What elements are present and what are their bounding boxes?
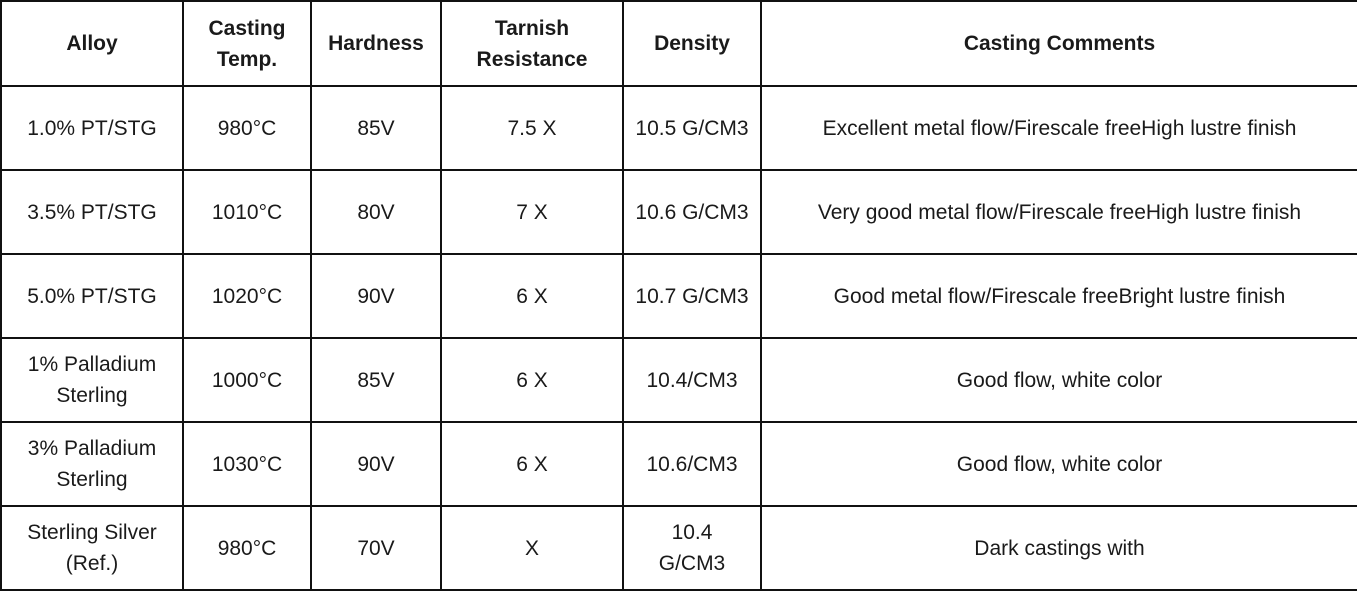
- cell-casting-comments: Good flow, white color: [760, 337, 1357, 423]
- cell-casting-temp: 1020°C: [182, 253, 312, 339]
- cell-tarnish-resistance: 6 X: [440, 253, 624, 339]
- cell-casting-temp: 980°C: [182, 505, 312, 591]
- cell-alloy: 1% Palladium Sterling: [0, 337, 184, 423]
- header-casting-comments: Casting Comments: [760, 0, 1357, 87]
- cell-casting-comments: Good metal flow/Firescale freeBright lus…: [760, 253, 1357, 339]
- cell-density: 10.4/CM3: [622, 337, 762, 423]
- cell-hardness: 90V: [310, 421, 442, 507]
- cell-casting-comments: Good flow, white color: [760, 421, 1357, 507]
- cell-casting-temp: 980°C: [182, 85, 312, 171]
- table-row: 5.0% PT/STG 1020°C 90V 6 X 10.7 G/CM3 Go…: [0, 253, 1357, 339]
- header-alloy: Alloy: [0, 0, 184, 87]
- cell-casting-temp: 1030°C: [182, 421, 312, 507]
- table-row: 1% Palladium Sterling 1000°C 85V 6 X 10.4…: [0, 337, 1357, 423]
- cell-alloy: 1.0% PT/STG: [0, 85, 184, 171]
- cell-hardness: 85V: [310, 337, 442, 423]
- cell-tarnish-resistance: X: [440, 505, 624, 591]
- cell-density: 10.6 G/CM3: [622, 169, 762, 255]
- header-casting-temp: Casting Temp.: [182, 0, 312, 87]
- cell-tarnish-resistance: 6 X: [440, 337, 624, 423]
- header-tarnish-resistance: Tarnish Resistance: [440, 0, 624, 87]
- table-row: Sterling Silver (Ref.) 980°C 70V X 10.4 G/…: [0, 505, 1357, 591]
- cell-casting-comments: Very good metal flow/Firescale freeHigh …: [760, 169, 1357, 255]
- cell-alloy: 3.5% PT/STG: [0, 169, 184, 255]
- table-row: 3% Palladium Sterling 1030°C 90V 6 X 10.6…: [0, 421, 1357, 507]
- cell-density: 10.4 G/CM3: [622, 505, 762, 591]
- cell-casting-comments: Excellent metal flow/Firescale freeHigh …: [760, 85, 1357, 171]
- cell-tarnish-resistance: 7.5 X: [440, 85, 624, 171]
- table-row: 3.5% PT/STG 1010°C 80V 7 X 10.6 G/CM3 Ve…: [0, 169, 1357, 255]
- header-row: Alloy Casting Temp. Hardness Tarnish Resis…: [0, 0, 1357, 87]
- cell-hardness: 80V: [310, 169, 442, 255]
- cell-alloy: 5.0% PT/STG: [0, 253, 184, 339]
- cell-casting-comments: Dark castings with: [760, 505, 1357, 591]
- cell-density: 10.6/CM3: [622, 421, 762, 507]
- header-hardness: Hardness: [310, 0, 442, 87]
- cell-hardness: 70V: [310, 505, 442, 591]
- cell-casting-temp: 1010°C: [182, 169, 312, 255]
- cell-tarnish-resistance: 6 X: [440, 421, 624, 507]
- table-header: Alloy Casting Temp. Hardness Tarnish Resis…: [0, 0, 1357, 87]
- cell-density: 10.5 G/CM3: [622, 85, 762, 171]
- cell-hardness: 90V: [310, 253, 442, 339]
- cell-alloy: 3% Palladium Sterling: [0, 421, 184, 507]
- table-row: 1.0% PT/STG 980°C 85V 7.5 X 10.5 G/CM3 E…: [0, 85, 1357, 171]
- cell-tarnish-resistance: 7 X: [440, 169, 624, 255]
- cell-density: 10.7 G/CM3: [622, 253, 762, 339]
- cell-casting-temp: 1000°C: [182, 337, 312, 423]
- table-body: 1.0% PT/STG 980°C 85V 7.5 X 10.5 G/CM3 E…: [0, 85, 1357, 591]
- cell-alloy: Sterling Silver (Ref.): [0, 505, 184, 591]
- header-density: Density: [622, 0, 762, 87]
- cell-hardness: 85V: [310, 85, 442, 171]
